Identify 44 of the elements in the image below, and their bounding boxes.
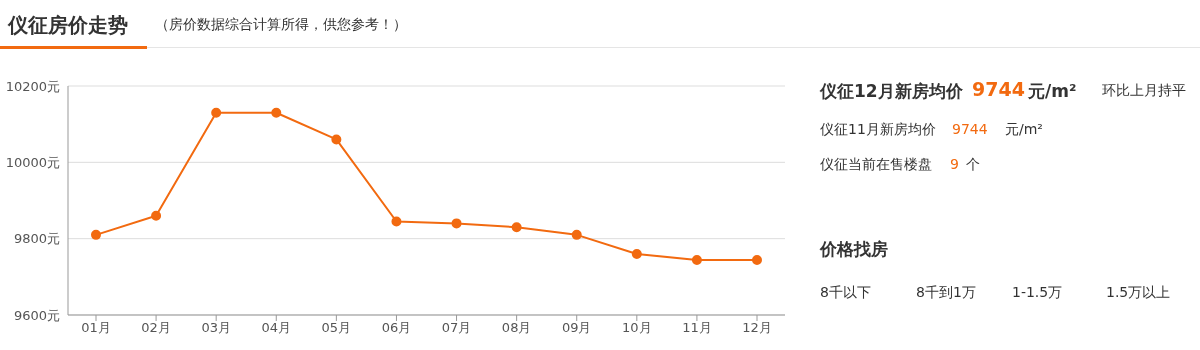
x-tick-label: 03月 xyxy=(201,320,231,336)
text: 个 xyxy=(966,156,980,172)
text: 价格找房 xyxy=(820,239,888,259)
x-tick-label: 05月 xyxy=(321,320,352,336)
point xyxy=(511,222,522,233)
text: 9 xyxy=(950,156,959,172)
x-tick-label: 09月 xyxy=(561,320,592,336)
point xyxy=(571,229,582,240)
x-tick-label: 12月 xyxy=(742,320,772,336)
text: 1.5万以上 xyxy=(1106,284,1171,300)
y-tick-label: 9600元 xyxy=(13,307,60,323)
x-tick-label: 10月 xyxy=(622,320,652,336)
point xyxy=(391,216,402,227)
text: 1-1.5万 xyxy=(1012,284,1063,300)
text: 环比上月持平 xyxy=(1102,82,1186,98)
x-tick-label: 07月 xyxy=(441,320,472,336)
chart-title: 仪征房价走势 xyxy=(8,12,128,39)
text: 9744 xyxy=(972,78,1025,100)
point xyxy=(91,229,101,240)
text: 元/m² xyxy=(1028,81,1077,101)
point xyxy=(691,255,702,266)
x-tick-label: 06月 xyxy=(381,320,412,336)
text: 8千到1万 xyxy=(916,284,976,300)
text: 仪征12月新房均价 xyxy=(820,81,963,101)
text: 仪征11月新房均价 xyxy=(820,121,936,137)
x-tick-label: 08月 xyxy=(501,320,532,336)
point xyxy=(271,107,282,118)
point xyxy=(752,255,762,266)
text: 8千以下 xyxy=(820,284,871,300)
chart-subtitle: （房价数据综合计算所得，供您参考！） xyxy=(155,16,407,34)
y-tick-label: 9800元 xyxy=(13,231,60,247)
point xyxy=(631,248,642,259)
x-tick-label: 01月 xyxy=(81,320,111,336)
text: 元/m² xyxy=(1005,121,1043,137)
y-tick-label: 10200元 xyxy=(5,78,60,94)
point xyxy=(151,210,162,221)
x-tick-label: 11月 xyxy=(682,320,712,336)
point xyxy=(331,134,342,145)
text: 9744 xyxy=(952,121,988,137)
y-tick-label: 10000元 xyxy=(5,154,60,170)
text: 仪征当前在售楼盘 xyxy=(820,156,932,172)
x-tick-label: 04月 xyxy=(261,320,292,336)
point xyxy=(451,218,462,229)
x-tick-label: 02月 xyxy=(141,320,171,336)
